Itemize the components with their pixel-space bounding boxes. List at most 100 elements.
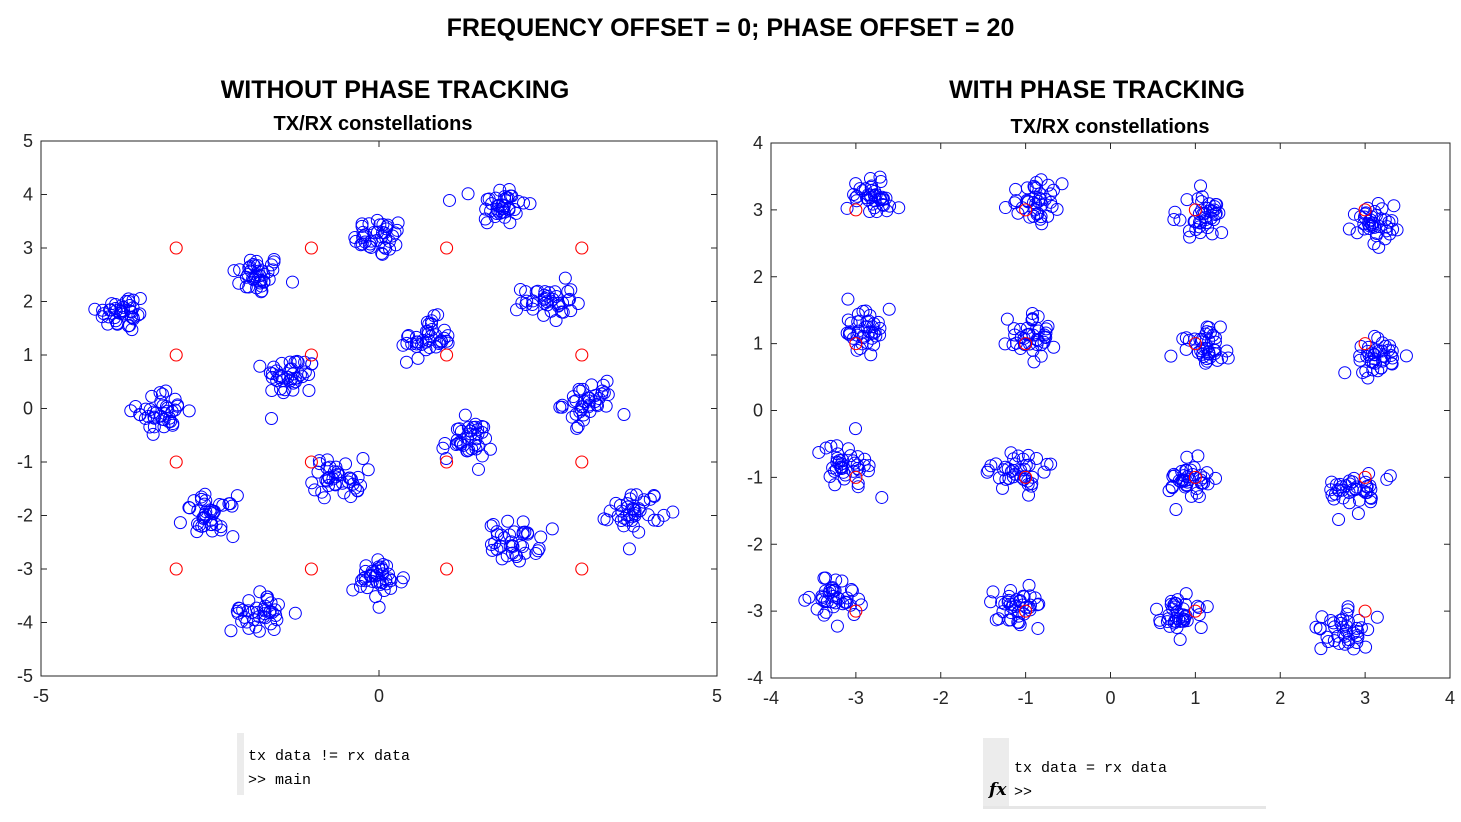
rx-point bbox=[285, 275, 299, 289]
rx-point bbox=[1209, 208, 1223, 222]
rx-point bbox=[1364, 482, 1378, 496]
console-prompt[interactable]: >> bbox=[1014, 784, 1033, 801]
rx-point bbox=[105, 297, 119, 311]
plot-area bbox=[770, 142, 1451, 679]
rx-point bbox=[532, 541, 546, 555]
tx-point bbox=[304, 455, 318, 469]
rx-point bbox=[1169, 614, 1183, 628]
right-chart-title: TX/RX constellations bbox=[1010, 116, 1210, 138]
rx-point bbox=[348, 481, 362, 495]
rx-point bbox=[818, 595, 832, 609]
rx-point bbox=[1314, 642, 1328, 656]
rx-point bbox=[356, 572, 370, 586]
rx-point bbox=[504, 535, 518, 549]
rx-point bbox=[374, 560, 388, 574]
rx-point bbox=[1031, 206, 1045, 220]
function-browser-icon[interactable]: fx bbox=[989, 780, 1007, 800]
rx-point bbox=[863, 188, 877, 202]
rx-point bbox=[624, 488, 638, 502]
y-tick-label: -2 bbox=[17, 506, 33, 526]
rx-point bbox=[253, 585, 267, 599]
rx-point bbox=[869, 329, 883, 343]
rx-point bbox=[419, 324, 433, 338]
rx-point bbox=[1206, 328, 1220, 342]
rx-point bbox=[329, 460, 343, 474]
rx-point bbox=[869, 188, 883, 202]
rx-point bbox=[286, 367, 300, 381]
rx-point bbox=[986, 585, 1000, 599]
rx-point bbox=[830, 451, 844, 465]
rx-point bbox=[321, 479, 335, 493]
rx-point bbox=[255, 264, 269, 278]
rx-point bbox=[1342, 496, 1356, 510]
rx-point bbox=[260, 590, 274, 604]
rx-point bbox=[850, 328, 864, 342]
rx-point bbox=[171, 398, 185, 412]
tx-point bbox=[169, 241, 183, 255]
rx-point bbox=[438, 436, 452, 450]
rx-point bbox=[1000, 312, 1014, 326]
rx-point bbox=[227, 264, 241, 278]
rx-point bbox=[1375, 344, 1389, 358]
rx-point bbox=[223, 497, 237, 511]
rx-point bbox=[335, 476, 349, 490]
rx-point bbox=[155, 387, 169, 401]
rx-point bbox=[1342, 222, 1356, 236]
rx-point bbox=[531, 544, 545, 558]
rx-point bbox=[437, 331, 451, 345]
rx-point bbox=[1017, 470, 1031, 484]
x-tick-label: 2 bbox=[1275, 688, 1285, 708]
rx-point bbox=[1347, 626, 1361, 640]
y-tick-label: 1 bbox=[23, 345, 33, 365]
rx-point bbox=[1208, 335, 1222, 349]
rx-point bbox=[1372, 240, 1386, 254]
tx-point bbox=[1188, 203, 1202, 217]
rx-point bbox=[992, 612, 1006, 626]
tx-point bbox=[169, 455, 183, 469]
rx-point bbox=[1004, 606, 1018, 620]
rx-point bbox=[372, 600, 386, 614]
rx-point bbox=[1370, 610, 1384, 624]
rx-point bbox=[225, 499, 239, 513]
rx-point bbox=[841, 442, 855, 456]
rx-point bbox=[1367, 347, 1381, 361]
rx-point bbox=[1375, 336, 1389, 350]
rx-point bbox=[1371, 364, 1385, 378]
rx-point bbox=[1153, 616, 1167, 630]
rx-point bbox=[829, 573, 843, 587]
rx-point bbox=[1202, 345, 1216, 359]
rx-point bbox=[876, 193, 890, 207]
rx-point bbox=[362, 217, 376, 231]
rx-point bbox=[1324, 483, 1338, 497]
rx-point bbox=[479, 431, 493, 445]
tx-point bbox=[575, 241, 589, 255]
rx-point bbox=[1004, 465, 1018, 479]
console-command-line[interactable]: >> main bbox=[248, 772, 312, 789]
rx-point bbox=[501, 191, 515, 205]
rx-point bbox=[572, 382, 586, 396]
rx-point bbox=[173, 516, 187, 530]
rx-point bbox=[592, 392, 606, 406]
tx-point bbox=[849, 604, 863, 618]
rx-point bbox=[622, 542, 636, 556]
y-tick-label: -1 bbox=[17, 452, 33, 472]
rx-point bbox=[1012, 609, 1026, 623]
right-console: tx data = rx data fx >> bbox=[983, 738, 1266, 810]
rx-point bbox=[249, 620, 263, 634]
rx-point bbox=[824, 439, 838, 453]
rx-point bbox=[199, 505, 213, 519]
rx-point bbox=[1180, 450, 1194, 464]
rx-point bbox=[1169, 503, 1183, 517]
rx-point bbox=[214, 520, 228, 534]
rx-point bbox=[861, 464, 875, 478]
rx-point bbox=[483, 442, 497, 456]
rx-point bbox=[253, 359, 267, 373]
rx-point bbox=[249, 601, 263, 615]
rx-point bbox=[847, 608, 861, 622]
rx-point bbox=[1386, 222, 1400, 236]
rx-point bbox=[195, 519, 209, 533]
rx-point bbox=[802, 590, 816, 604]
rx-point bbox=[320, 453, 334, 467]
rx-point bbox=[841, 292, 855, 306]
x-tick-label: 1 bbox=[1190, 688, 1200, 708]
